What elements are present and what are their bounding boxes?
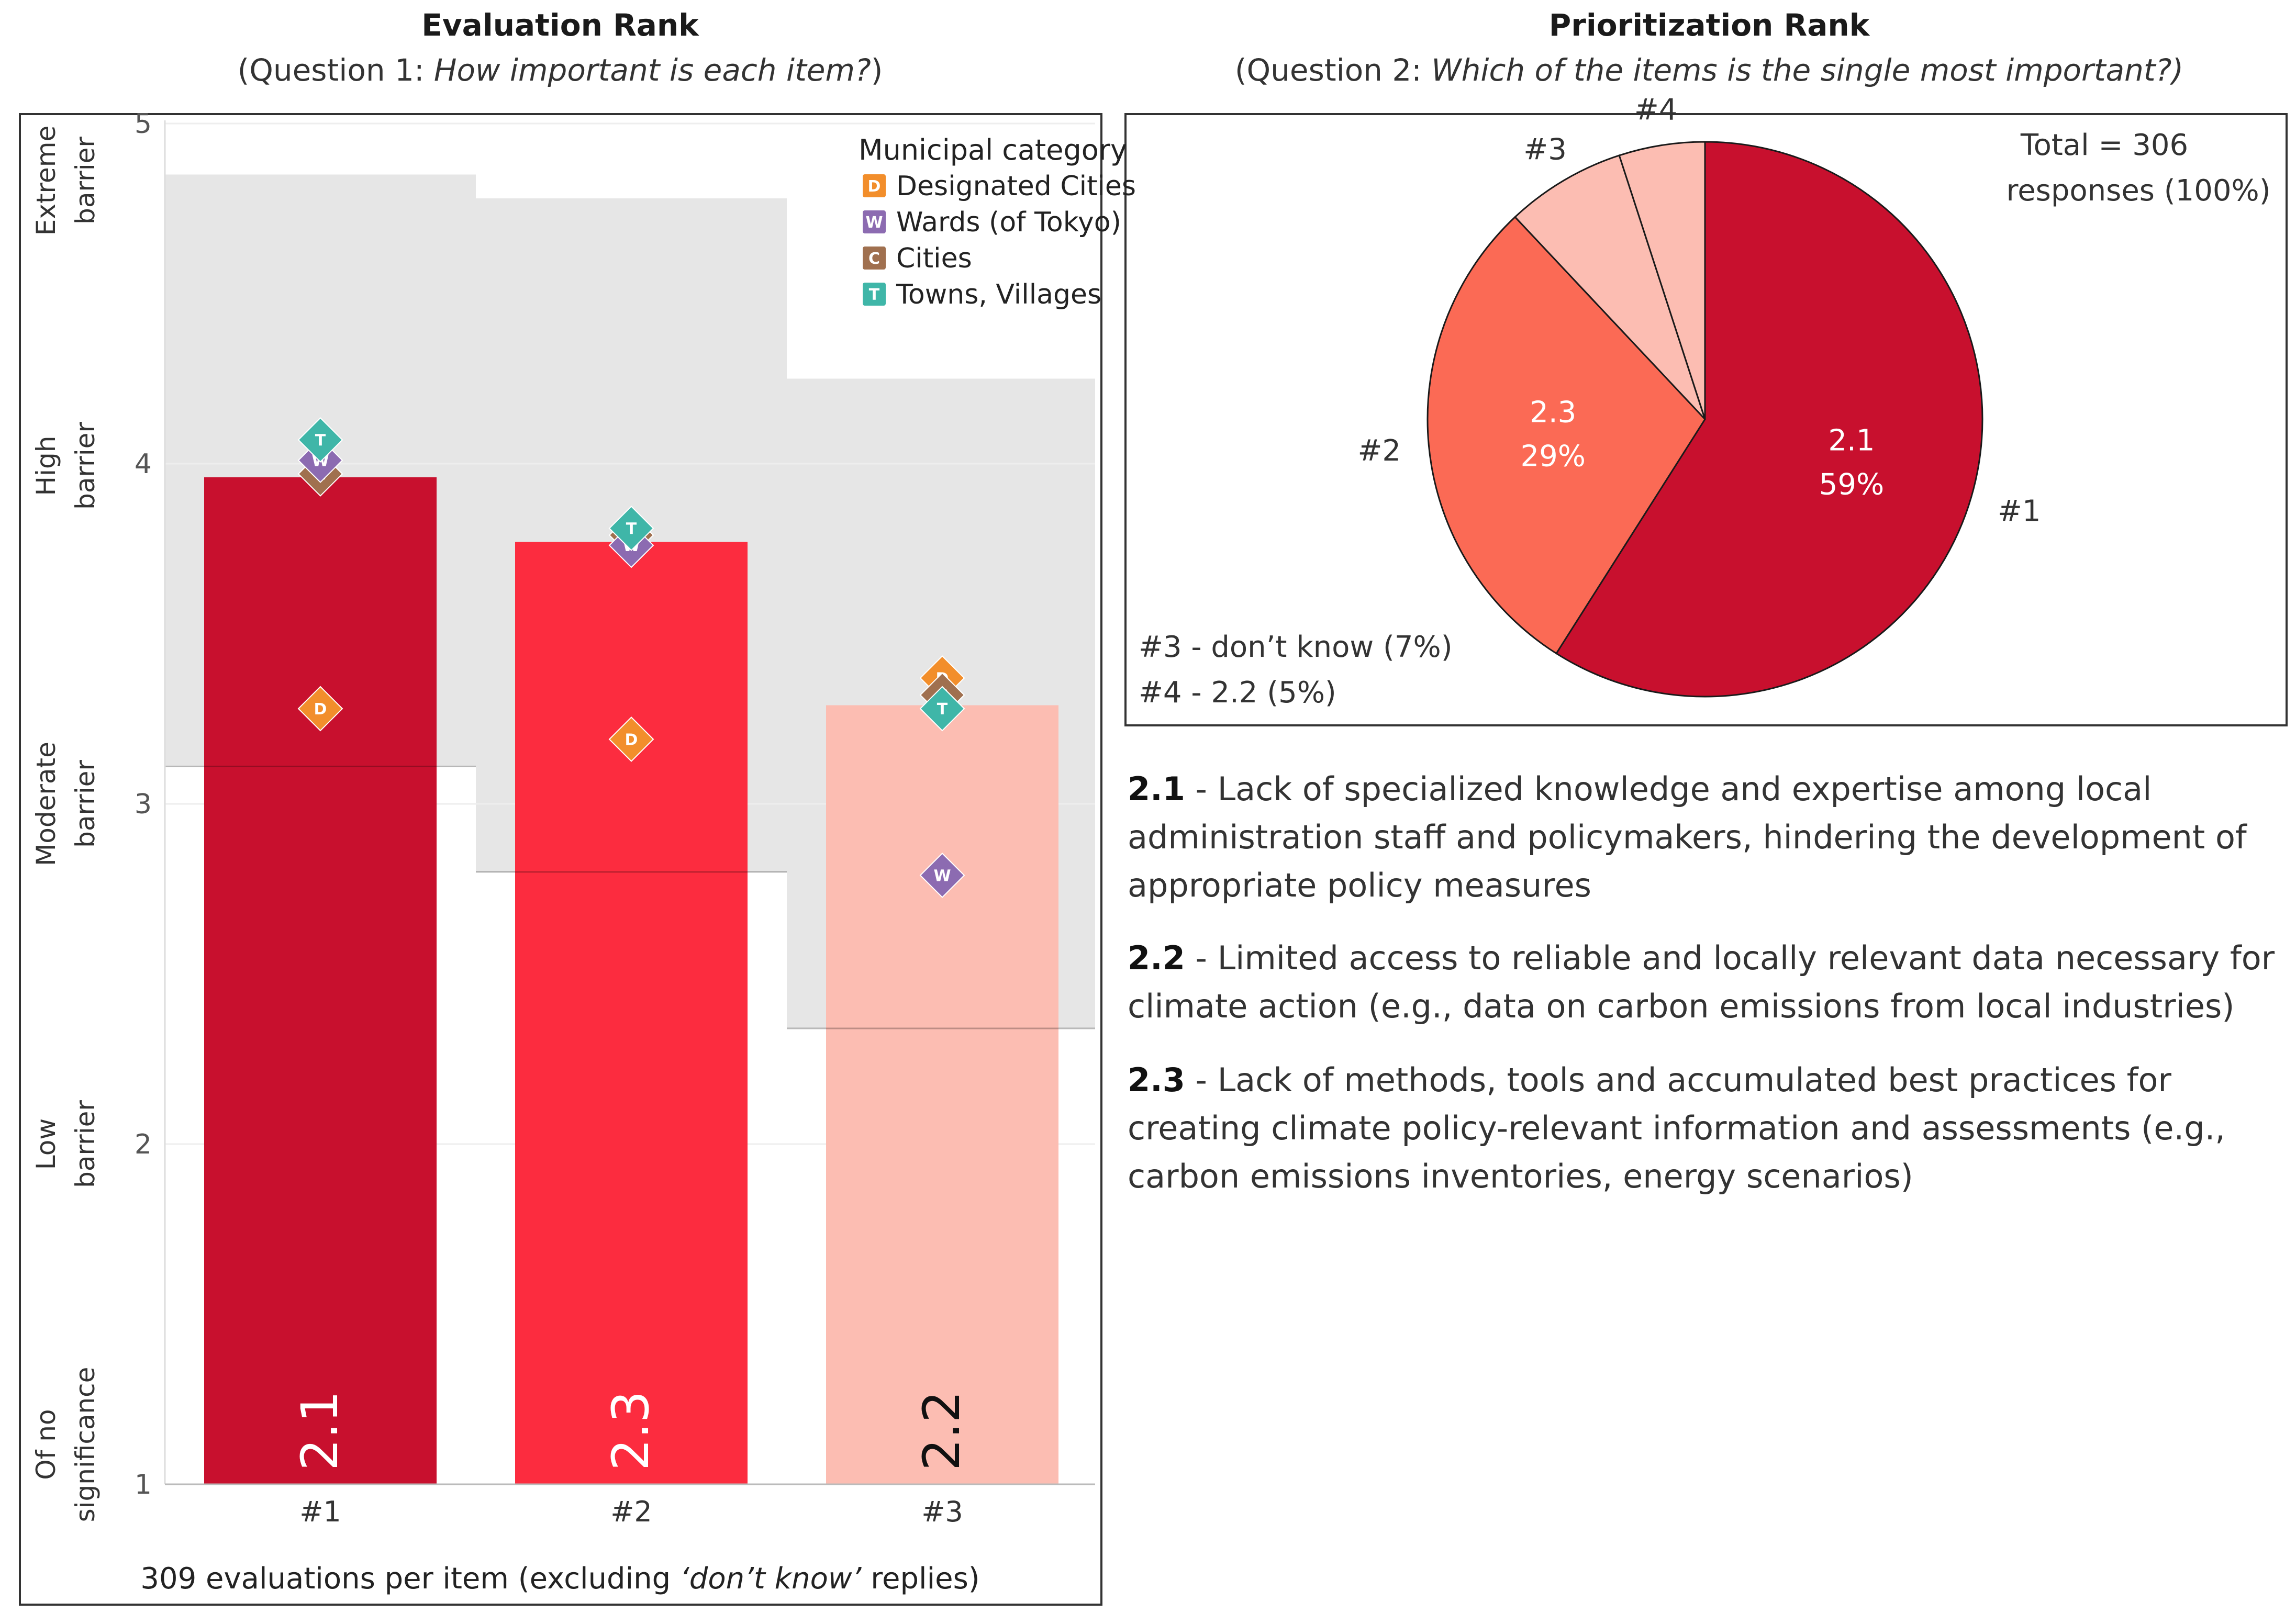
pie-rank-label: #3 bbox=[1523, 133, 1567, 167]
bar-label: 2.1 bbox=[291, 1391, 349, 1471]
total-line-2: responses (100%) bbox=[2006, 174, 2270, 208]
legend-swatch-letter: D bbox=[868, 177, 881, 196]
pie-slice bbox=[1618, 141, 1706, 420]
legend-swatch bbox=[863, 247, 886, 270]
category-marker-letter: W bbox=[933, 867, 951, 886]
category-marker-letter: T bbox=[937, 700, 948, 719]
description-text: - Limited access to reliable and locally… bbox=[1128, 939, 2275, 1025]
y-category-label: significance bbox=[70, 1367, 101, 1522]
bar-label: 2.3 bbox=[601, 1391, 660, 1471]
prioritization-pie-chart: #1 2.1 59% #2 2.3 29% #3 #4 Total = 306 respons… bbox=[1139, 93, 2271, 710]
legend: Municipal category D Designated Cities W War… bbox=[859, 133, 1136, 310]
y-tick-label: 3 bbox=[135, 789, 152, 820]
description-text: - Lack of specialized knowledge and expe… bbox=[1128, 770, 2247, 904]
category-marker bbox=[608, 506, 654, 551]
left-panel-title: Evaluation Rank bbox=[421, 7, 699, 43]
category-marker-letter: D bbox=[625, 731, 638, 749]
bar bbox=[204, 477, 437, 1484]
description-text: - Lack of methods, tools and accumulated… bbox=[1128, 1061, 2225, 1195]
y-category-label: barrier bbox=[70, 760, 101, 848]
right-panel-title: Prioritization Rank bbox=[1548, 7, 1870, 43]
footnote-italic: ‘don’t know’ bbox=[680, 1562, 862, 1596]
y-category-label: Extreme bbox=[31, 126, 61, 236]
pie-slice bbox=[1555, 141, 1983, 698]
y-category-label: High bbox=[31, 436, 61, 496]
pie-rank-label: #2 bbox=[1357, 434, 1401, 468]
left-panel-subtitle: (Question 1: How important is each item?… bbox=[0, 52, 1120, 88]
category-marker-letter: D bbox=[314, 700, 327, 719]
y-category-label: Low bbox=[31, 1118, 61, 1170]
pie-slice-label: 2.3 bbox=[1530, 395, 1576, 429]
footnote-suffix: replies) bbox=[861, 1562, 979, 1596]
left-subtitle-question: How important is each item? bbox=[433, 52, 871, 88]
legend-swatch-letter: C bbox=[868, 250, 880, 268]
x-tick-label: #2 bbox=[610, 1495, 652, 1528]
y-tick-label: 2 bbox=[135, 1129, 152, 1160]
description-code: 2.1 bbox=[1128, 770, 1185, 808]
right-subtitle-prefix: (Question 2: bbox=[1234, 52, 1432, 88]
pie-slice-label: 2.1 bbox=[1828, 423, 1875, 457]
note-line-1: #3 - don’t know (7%) bbox=[1139, 630, 1453, 664]
right-panel-subtitle: (Question 2: Which of the items is the s… bbox=[1125, 52, 2293, 88]
y-category-label: barrier bbox=[70, 422, 101, 510]
description-2-2: 2.2 - Limited access to reliable and loc… bbox=[1128, 934, 2279, 1031]
bar bbox=[515, 542, 748, 1484]
pie-slice bbox=[1514, 154, 1706, 420]
description-2-3: 2.3 - Lack of methods, tools and accumul… bbox=[1128, 1056, 2279, 1201]
bar bbox=[826, 705, 1058, 1484]
total-line-1: Total = 306 bbox=[2020, 128, 2188, 162]
y-category-label: barrier bbox=[70, 1100, 101, 1188]
legend-item-label: Cities bbox=[896, 243, 972, 274]
legend-swatch bbox=[863, 174, 886, 197]
category-marker bbox=[608, 716, 654, 762]
pie-rank-label: #4 bbox=[1634, 93, 1678, 127]
x-tick-label: #3 bbox=[921, 1495, 963, 1528]
note-line-2: #4 - 2.2 (5%) bbox=[1139, 676, 1336, 710]
description-code: 2.2 bbox=[1128, 939, 1185, 977]
pie-slice bbox=[1426, 216, 1706, 655]
left-subtitle-suffix: ) bbox=[871, 52, 883, 88]
y-tick-label: 4 bbox=[135, 449, 152, 480]
y-category-label: Of no bbox=[31, 1409, 61, 1480]
category-marker-letter: T bbox=[315, 432, 326, 450]
left-subtitle-prefix: (Question 1: bbox=[237, 52, 434, 88]
x-tick-label: #1 bbox=[299, 1495, 341, 1528]
category-marker bbox=[297, 686, 343, 732]
y-category-label: Moderate bbox=[31, 742, 61, 866]
y-tick-label: 1 bbox=[135, 1469, 152, 1500]
y-category-label: barrier bbox=[70, 137, 101, 225]
pie-slice-percent: 59% bbox=[1819, 467, 1884, 501]
pie-rank-label: #1 bbox=[1998, 494, 2041, 528]
pie-slice-percent: 29% bbox=[1521, 439, 1586, 473]
category-marker-letter: T bbox=[626, 520, 637, 539]
bar-label: 2.2 bbox=[912, 1391, 971, 1471]
category-marker bbox=[919, 853, 965, 898]
footnote: 309 evaluations per item (excluding ‘don… bbox=[140, 1562, 979, 1596]
evaluation-bar-chart: 2.1 2.3 2.2 1 2 3 4 5 Of no significance Low barrie… bbox=[31, 108, 1136, 1596]
y-tick-label: 5 bbox=[135, 108, 152, 140]
legend-swatch-letter: W bbox=[865, 214, 883, 232]
legend-swatch bbox=[863, 210, 886, 233]
category-marker bbox=[297, 417, 343, 463]
legend-item-label: Towns, Villages bbox=[896, 279, 1101, 310]
legend-swatch bbox=[863, 283, 886, 306]
right-subtitle-question: Which of the items is the single most im… bbox=[1431, 52, 2184, 88]
description-2-1: 2.1 - Lack of specialized knowledge and … bbox=[1128, 765, 2279, 910]
category-marker bbox=[919, 686, 965, 732]
legend-title: Municipal category bbox=[859, 133, 1127, 166]
legend-item-label: Wards (of Tokyo) bbox=[896, 207, 1121, 238]
legend-swatch-letter: T bbox=[869, 286, 880, 304]
description-code: 2.3 bbox=[1128, 1061, 1185, 1099]
legend-item-label: Designated Cities bbox=[896, 171, 1136, 202]
footnote-prefix: 309 evaluations per item (excluding bbox=[140, 1562, 680, 1596]
